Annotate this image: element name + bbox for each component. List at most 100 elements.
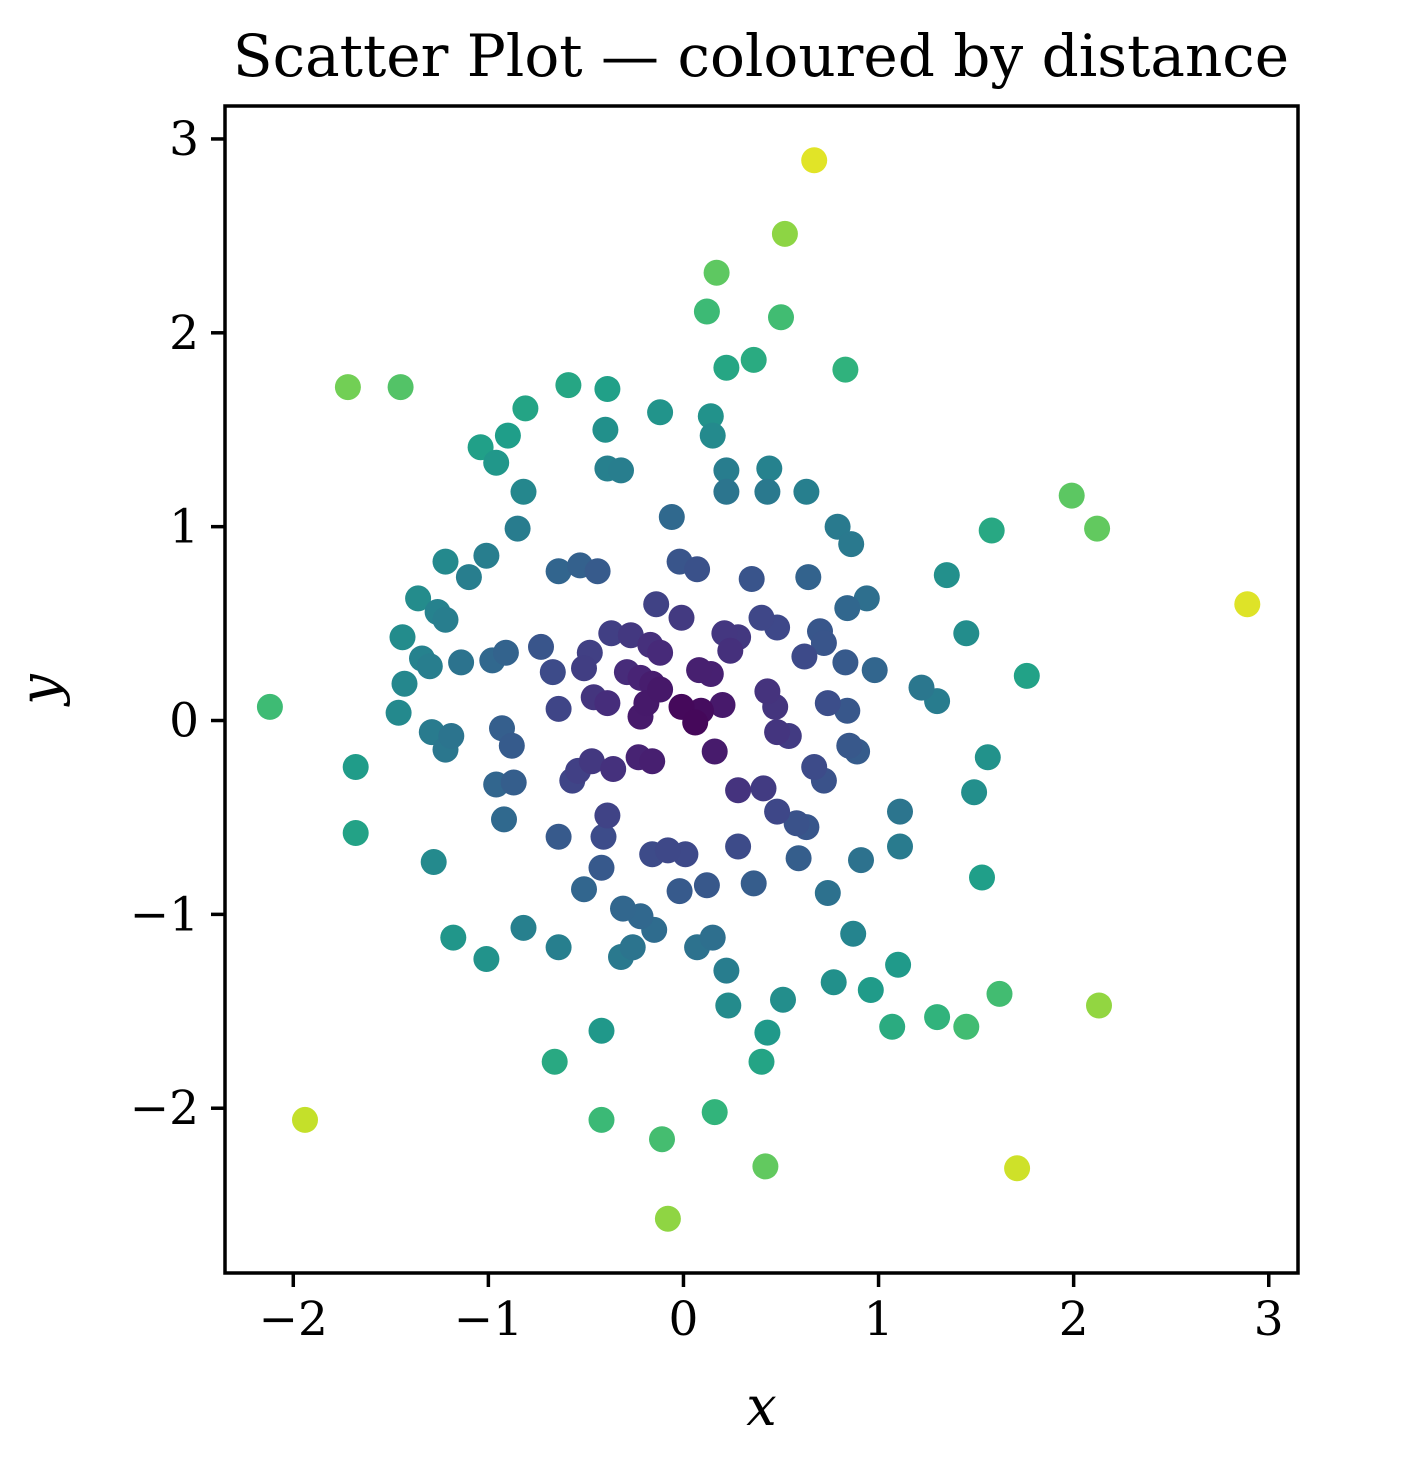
- scatter-point: [539, 659, 566, 686]
- scatter-point: [740, 870, 767, 897]
- scatter-point: [500, 769, 527, 796]
- scatter-point: [684, 556, 711, 583]
- scatter-point: [608, 457, 634, 484]
- scatter-point: [492, 639, 519, 666]
- scatter-point: [953, 1013, 980, 1040]
- scatter-point: [649, 1126, 675, 1153]
- scatter-point: [701, 738, 728, 765]
- scatter-point: [810, 630, 837, 656]
- scatter-point: [571, 876, 597, 903]
- scatter-point: [699, 924, 726, 951]
- y-tick-label: 0: [169, 694, 199, 749]
- scatter-point: [387, 374, 414, 401]
- x-tick-label: 1: [864, 1292, 894, 1347]
- scatter-point: [738, 566, 765, 592]
- scatter-point: [647, 639, 674, 666]
- scatter-point: [256, 693, 283, 720]
- scatter-point: [754, 678, 781, 705]
- scatter-point: [643, 591, 670, 618]
- scatter-point: [834, 595, 861, 622]
- scatter-point: [764, 719, 791, 746]
- scatter-point: [879, 1013, 906, 1040]
- scatter-point: [600, 756, 627, 782]
- scatter-point: [885, 951, 912, 978]
- scatter-point: [494, 422, 521, 449]
- scatter-point: [545, 934, 572, 961]
- y-tick-label: 1: [169, 500, 199, 555]
- scatter-point: [498, 732, 525, 759]
- scatter-point: [820, 969, 847, 996]
- scatter-point: [334, 374, 361, 401]
- scatter-point: [756, 455, 783, 482]
- scatter-point: [555, 372, 582, 399]
- scatter-point: [791, 643, 818, 670]
- scatter-point: [391, 670, 418, 697]
- scatter-point: [584, 558, 611, 585]
- scatter-point: [1086, 992, 1112, 1019]
- scatter-point: [545, 823, 572, 850]
- scatter-point: [969, 864, 995, 891]
- scatter-point: [594, 690, 621, 717]
- scatter-point: [986, 980, 1013, 1007]
- scatter-point: [709, 692, 736, 718]
- scatter-point: [512, 395, 539, 422]
- scatter-point: [853, 585, 880, 612]
- scatter-point: [682, 709, 709, 736]
- scatter-point: [389, 624, 416, 651]
- scatter-point: [713, 957, 740, 984]
- scatter-point: [342, 754, 369, 780]
- scatter-point: [588, 854, 615, 881]
- axes-frame: [223, 104, 1300, 1275]
- scatter-point: [504, 515, 531, 542]
- scatter-point: [693, 298, 720, 325]
- scatter-point: [639, 748, 666, 775]
- scatter-point: [754, 478, 781, 505]
- scatter-point: [432, 606, 459, 633]
- scatter-point: [861, 657, 888, 684]
- scatter-point: [750, 775, 777, 802]
- y-tick-label: −2: [130, 1081, 199, 1136]
- scatter-point: [752, 1153, 779, 1180]
- scatter-point: [832, 356, 859, 383]
- scatter-point: [801, 147, 828, 174]
- scatter-point: [416, 653, 443, 680]
- scatter-point: [697, 403, 724, 430]
- scatter-point: [647, 399, 674, 426]
- scatter-point: [420, 849, 447, 875]
- scatter-point: [857, 977, 884, 1003]
- scatter-point: [594, 802, 621, 829]
- scatter-point: [725, 777, 752, 804]
- scatter-point: [491, 806, 517, 833]
- y-axis-label: y: [8, 673, 71, 707]
- scatter-point: [824, 513, 851, 540]
- scatter-point: [840, 920, 867, 947]
- scatter-point: [432, 548, 459, 575]
- scatter-point: [713, 354, 740, 381]
- x-tick-label: −1: [454, 1292, 523, 1347]
- scatter-point: [924, 1004, 951, 1031]
- scatter-point: [418, 719, 445, 746]
- scatter-point: [793, 478, 820, 505]
- scatter-point: [440, 924, 467, 951]
- scatter-point: [908, 674, 935, 701]
- scatter-point: [528, 633, 554, 660]
- scatter-point: [448, 649, 475, 676]
- y-tick-label: 3: [169, 112, 199, 167]
- scatter-point: [764, 798, 791, 825]
- scatter-point: [713, 478, 740, 505]
- scatter-point: [1084, 515, 1111, 542]
- scatter-point: [785, 845, 812, 872]
- scatter-point: [754, 1019, 781, 1046]
- scatter-point: [717, 637, 744, 664]
- scatter-point: [610, 895, 636, 922]
- scatter-point: [598, 620, 625, 647]
- scatter-point: [592, 416, 619, 443]
- scatter-point: [814, 880, 841, 906]
- scatter-point: [887, 798, 913, 825]
- x-axis-label: x: [746, 1375, 776, 1438]
- scatter-point: [405, 585, 432, 612]
- scatter-point: [814, 690, 841, 717]
- scatter-point: [668, 604, 695, 631]
